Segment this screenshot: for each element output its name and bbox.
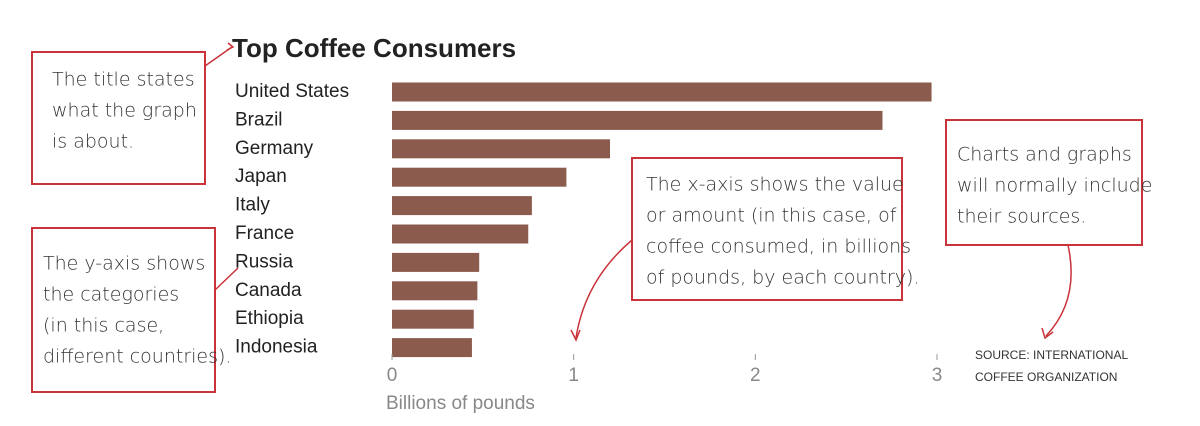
x-tick-label: 3 (932, 365, 943, 386)
bar (392, 139, 610, 159)
bar (392, 252, 480, 272)
source: COFFEE ORGANIZATION (975, 370, 1117, 384)
category-label: Italy (235, 195, 270, 216)
callout-box (31, 51, 206, 185)
annotation: (in this case, (43, 315, 164, 337)
source: SOURCE: INTERNATIONAL (975, 348, 1128, 362)
annotation: the categories (43, 284, 179, 306)
arrow-head (226, 42, 235, 51)
bar (392, 167, 567, 187)
annotation: The x-axis shows the value (646, 174, 904, 196)
annotation: their sources. (957, 206, 1086, 228)
annotation: Charts and graphs (957, 144, 1132, 166)
annotation: or amount (in this case, of (646, 205, 897, 227)
arrow (575, 239, 633, 339)
annotation: of pounds, by each country). (646, 267, 919, 289)
category-label: Japan (235, 166, 287, 187)
bar (392, 338, 472, 358)
arrows (204, 42, 1072, 342)
bar (392, 110, 883, 130)
bar (392, 309, 474, 329)
category-label: France (235, 223, 294, 244)
annotation: will normally include (957, 175, 1152, 197)
annotation: The title states (52, 69, 195, 91)
annotation: coffee consumed, in billions (646, 236, 911, 258)
annotation: different countries). (43, 346, 231, 368)
x-tick-label: 1 (568, 365, 579, 386)
annotation: is about. (52, 131, 134, 153)
bar (392, 281, 478, 301)
callout-box (31, 227, 216, 393)
category-label: Ethiopia (235, 308, 304, 329)
chart-title: Top Coffee Consumers (232, 33, 516, 63)
bar (392, 196, 532, 216)
arrow (1045, 244, 1072, 337)
category-label: Russia (235, 251, 294, 272)
category-label: United States (235, 81, 349, 102)
category-label: Indonesia (235, 337, 318, 358)
category-label: Germany (235, 138, 314, 159)
bar (392, 224, 529, 244)
bar (392, 82, 932, 102)
annotation: The y-axis shows (43, 253, 205, 275)
category-label: Brazil (235, 109, 283, 130)
category-label: Canada (235, 280, 302, 301)
callout-box (945, 119, 1143, 246)
callout-box (631, 157, 903, 301)
x-tick-label: 2 (750, 365, 761, 386)
arrow-head (1041, 327, 1054, 340)
arrow-head (570, 329, 581, 342)
x-axis-label: Billions of pounds (386, 393, 535, 414)
arrow (214, 267, 239, 291)
annotation: what the graph (52, 100, 197, 122)
x-tick-label: 0 (387, 365, 398, 386)
